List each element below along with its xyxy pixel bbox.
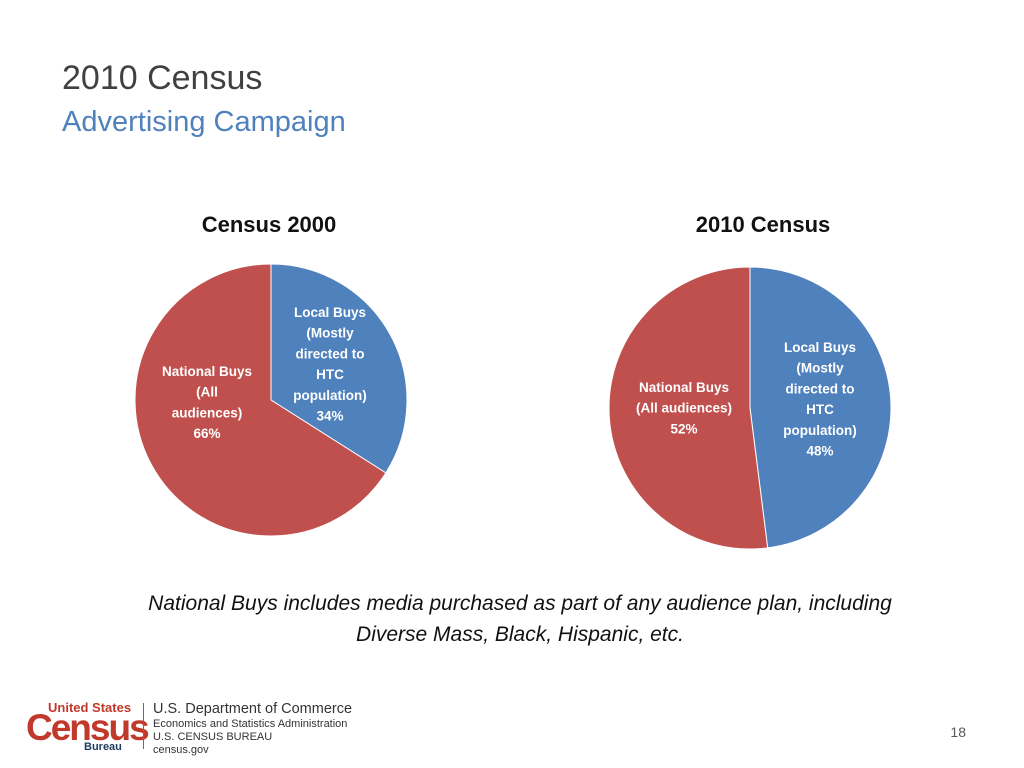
pie-1-slice-0-label: Local Buys (Mostly directed to HTC populatio… [783,340,856,459]
pie-0-slice-1 [134,263,387,537]
pie-chart-title-2010-census: 2010 Census [695,212,831,237]
pie-1-slice-0 [749,266,892,549]
dept-website: census.gov [153,744,209,756]
footnote: National Buys includes media purchased a… [60,588,980,650]
dept-bureau: U.S. CENSUS BUREAU [153,731,273,743]
pie-1-slice-1 [608,266,769,550]
logo-united-states-text: United States [48,700,132,715]
pie-0-slice-1-label: National Buys (All audiences) 66% [162,364,252,441]
logo-bureau-text: Bureau [84,741,122,753]
slide-subtitle: Advertising Campaign [62,106,346,138]
footer-divider [143,703,144,749]
footnote-line-2: Diverse Mass, Black, Hispanic, etc. [356,623,684,646]
logo-census-text: Census [26,707,150,748]
dept-esa: Economics and Statistics Administration [153,718,348,730]
pie-1-slice-1-label: National Buys (All audiences) 52% [636,380,732,436]
page-number: 18 [950,724,966,740]
dept-name: U.S. Department of Commerce [153,701,353,717]
slide-title: 2010 Census [62,59,263,97]
department-block: U.S. Department of Commerce Economics an… [153,700,352,757]
pie-0-slice-0 [270,263,408,474]
footnote-line-1: National Buys includes media purchased a… [148,592,892,615]
pie-chart-title-census-2000: Census 2000 [201,212,337,237]
pie-0-slice-0-label: Local Buys (Mostly directed to HTC populatio… [293,305,366,424]
